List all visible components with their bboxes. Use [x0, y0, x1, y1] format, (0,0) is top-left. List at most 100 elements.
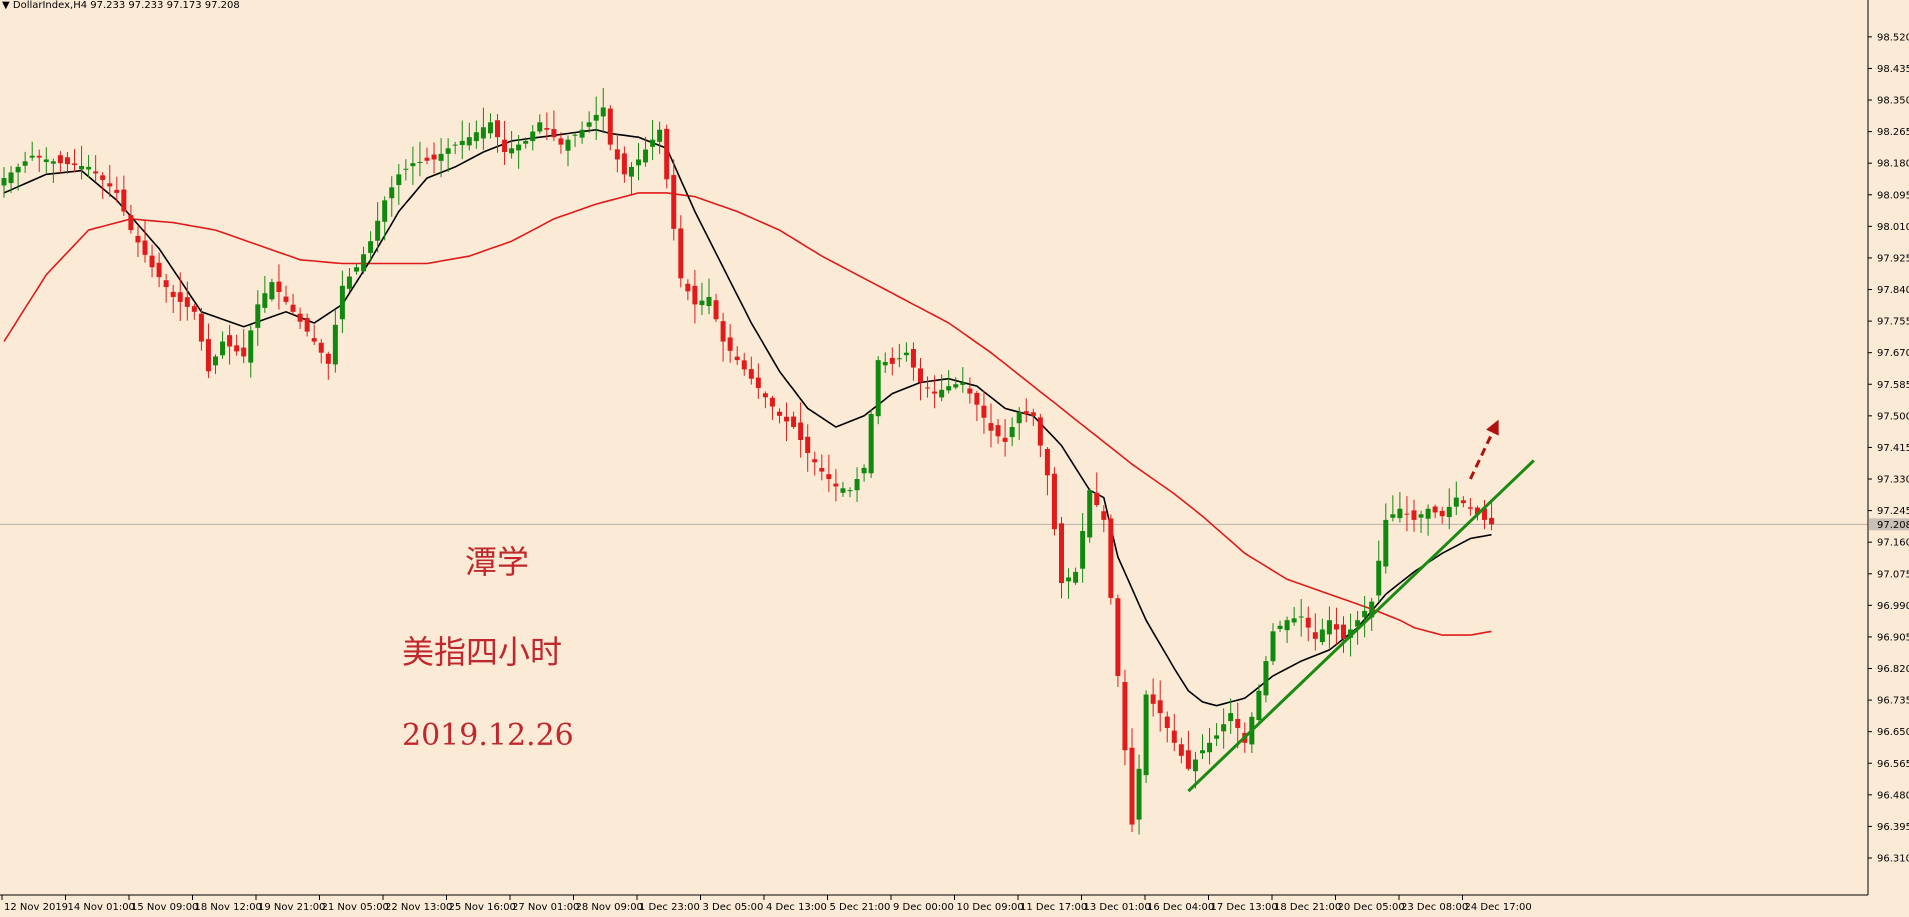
symbol-header: ▼ DollarIndex,H4 97.233 97.233 97.173 97…	[2, 0, 240, 11]
candle-body	[487, 122, 493, 134]
candle	[621, 146, 627, 183]
candle	[332, 309, 338, 373]
candle	[706, 278, 712, 315]
candle	[1305, 606, 1311, 642]
candle	[205, 323, 211, 379]
candle-body	[1051, 473, 1057, 530]
candle	[1341, 616, 1346, 653]
candle-body	[530, 131, 536, 142]
candle	[544, 112, 550, 141]
candle	[833, 469, 839, 502]
candle	[1439, 506, 1445, 524]
candle-body	[981, 405, 987, 418]
candle	[847, 487, 853, 498]
candle-body	[967, 388, 973, 394]
candle-body	[636, 159, 641, 166]
candle	[1122, 669, 1128, 766]
candle	[762, 391, 768, 409]
subtitle-annotation: 美指四小时	[402, 633, 563, 671]
candle-body	[579, 129, 585, 138]
candle	[551, 110, 557, 141]
candle-body	[791, 416, 797, 427]
candle-body	[1207, 742, 1213, 753]
candle-body	[170, 291, 176, 297]
candle-body	[1087, 490, 1093, 538]
candle	[15, 163, 21, 191]
price-tick-label: 97.245	[1877, 506, 1909, 517]
candle	[1446, 488, 1452, 530]
candle	[184, 281, 190, 321]
candle-body	[833, 483, 839, 487]
candle	[889, 347, 895, 376]
candle-body	[1143, 694, 1149, 776]
candle	[107, 165, 113, 198]
candle-body	[882, 361, 888, 366]
candle-body	[812, 459, 818, 463]
candle-body	[678, 228, 684, 279]
candle	[516, 135, 522, 169]
candle-body	[671, 175, 677, 229]
candle	[1291, 607, 1297, 626]
candle-body	[1200, 750, 1205, 754]
candle-body	[1009, 426, 1015, 438]
candle	[974, 390, 980, 422]
candle-body	[57, 155, 63, 164]
candle-body	[1291, 618, 1297, 623]
candle-body	[50, 161, 56, 164]
price-tick-label: 97.755	[1877, 317, 1909, 328]
candle-body	[135, 235, 141, 243]
candle	[64, 151, 70, 174]
candle-body	[910, 349, 916, 368]
candle-body	[100, 175, 106, 180]
candle-body	[896, 358, 902, 360]
candle	[530, 125, 536, 151]
candle	[1030, 408, 1036, 427]
candle	[784, 402, 790, 442]
candle-body	[593, 114, 599, 121]
candle-body	[1002, 437, 1008, 442]
candle-body	[431, 154, 437, 160]
candle-body	[198, 313, 204, 342]
candle-body	[903, 352, 909, 356]
candle	[170, 284, 176, 314]
candle-body	[205, 339, 211, 372]
candle-body	[466, 137, 472, 146]
candle-body	[1108, 518, 1114, 598]
time-tick-label: 22 Nov 13:00	[385, 902, 452, 913]
candle-body	[410, 163, 416, 167]
candle	[1087, 487, 1093, 543]
candle-body	[1263, 661, 1269, 696]
candle-body	[452, 144, 458, 146]
candle	[1002, 419, 1008, 457]
candle	[600, 88, 606, 134]
candle-body	[875, 360, 881, 417]
time-tick-label: 14 Nov 01:00	[68, 902, 135, 913]
price-tick-label: 96.650	[1877, 727, 1909, 738]
date-annotation: 2019.12.26	[402, 718, 574, 753]
candle-body	[960, 382, 966, 385]
candle-body	[163, 280, 169, 288]
candle-body	[1157, 700, 1163, 714]
candle-body	[29, 155, 35, 158]
candle-body	[15, 166, 21, 173]
candle	[227, 324, 233, 365]
candle	[1432, 504, 1438, 519]
candle-body	[551, 129, 557, 138]
candle-body	[1235, 719, 1241, 728]
time-tick-label: 4 Dec 13:00	[766, 902, 827, 913]
candle-body	[262, 293, 268, 308]
time-tick-label: 21 Nov 05:00	[322, 902, 389, 913]
candle	[495, 114, 500, 153]
candle	[593, 96, 599, 141]
candle-body	[868, 413, 874, 474]
candle-body	[988, 423, 994, 431]
candle-body	[325, 353, 331, 364]
candle-body	[657, 129, 663, 142]
candle	[967, 377, 973, 404]
candle	[1270, 623, 1276, 666]
price-tick-label: 97.415	[1877, 443, 1909, 454]
candle-body	[509, 148, 515, 154]
candle-body	[495, 120, 500, 138]
candle-body	[1136, 768, 1142, 820]
